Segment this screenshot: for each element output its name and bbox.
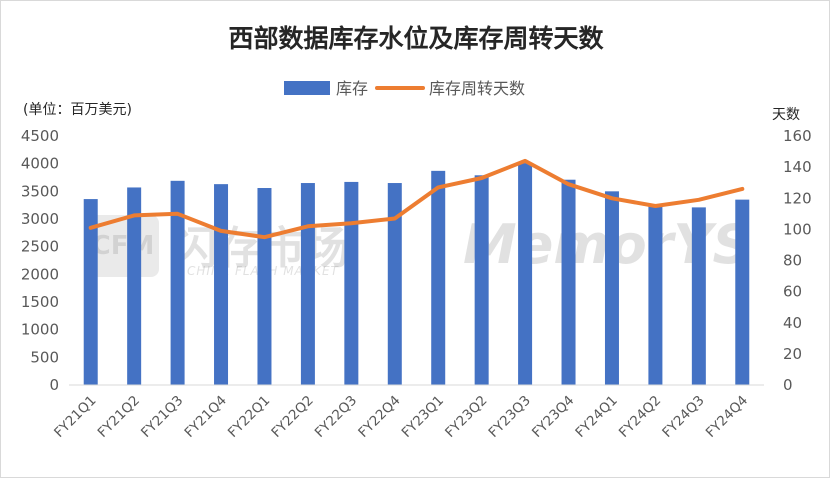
y-right-tick-label: 40 xyxy=(783,314,802,332)
bar xyxy=(214,184,228,385)
x-tick-label: FY21Q1 xyxy=(51,393,99,441)
y-left-tick-label: 4000 xyxy=(21,155,59,173)
bar xyxy=(518,163,532,385)
bar xyxy=(562,180,576,385)
bar xyxy=(257,188,271,385)
right-axis-unit: 天数 xyxy=(772,107,800,123)
x-axis: FY21Q1FY21Q2FY21Q3FY21Q4FY22Q1FY22Q2FY22… xyxy=(51,393,751,441)
x-tick-label: FY22Q4 xyxy=(355,393,403,441)
y-right-tick-label: 60 xyxy=(783,283,802,301)
x-tick-label: FY21Q2 xyxy=(95,393,143,441)
y-left-tick-label: 2000 xyxy=(21,265,59,283)
y-left-tick-label: 3000 xyxy=(21,210,59,228)
y-left-tick-label: 500 xyxy=(30,348,59,366)
x-tick-label: FY23Q1 xyxy=(399,393,447,441)
y-left-tick-label: 0 xyxy=(49,376,59,394)
x-tick-label: FY21Q4 xyxy=(181,393,229,441)
bar xyxy=(475,175,489,385)
y-left-tick-label: 3500 xyxy=(21,182,59,200)
y-right-tick-label: 0 xyxy=(783,376,793,394)
y-right-tick-label: 140 xyxy=(783,158,812,176)
y-left-tick-label: 1500 xyxy=(21,293,59,311)
bar xyxy=(605,191,619,385)
bar xyxy=(692,207,706,385)
bar xyxy=(344,182,358,385)
bar-series xyxy=(84,163,750,385)
x-tick-label: FY22Q2 xyxy=(268,393,316,441)
x-tick-label: FY24Q3 xyxy=(659,393,707,441)
x-tick-label: FY23Q4 xyxy=(529,393,577,441)
x-tick-label: FY24Q2 xyxy=(616,393,664,441)
y-right-tick-label: 160 xyxy=(783,127,812,145)
y-left-axis: 0 500 1000 1500 2000 2500 3000 3500 4000 4500 xyxy=(21,127,59,394)
bar xyxy=(735,200,749,385)
legend-bar-label: 库存 xyxy=(336,79,368,98)
chart-title: 西部数据库存水位及库存周转天数 xyxy=(228,24,604,53)
legend-line-label: 库存周转天数 xyxy=(429,79,525,98)
y-left-tick-label: 2500 xyxy=(21,238,59,256)
x-tick-label: FY24Q4 xyxy=(703,393,751,441)
x-tick-label: FY22Q3 xyxy=(312,393,360,441)
y-right-tick-label: 100 xyxy=(783,220,812,238)
x-tick-label: FY21Q3 xyxy=(138,393,186,441)
bar xyxy=(648,204,662,385)
legend: 库存 库存周转天数 xyxy=(284,79,525,98)
x-tick-label: FY23Q2 xyxy=(442,393,490,441)
watermark-logo-text: CFM xyxy=(92,231,155,261)
x-tick-label: FY23Q3 xyxy=(486,393,534,441)
y-left-tick-label: 1000 xyxy=(21,321,59,339)
x-tick-label: FY22Q1 xyxy=(225,393,273,441)
y-right-tick-label: 20 xyxy=(783,345,802,363)
y-right-tick-label: 120 xyxy=(783,189,812,207)
bar xyxy=(431,171,445,385)
left-axis-unit: (单位：百万美元) xyxy=(23,102,132,118)
bar xyxy=(301,183,315,385)
x-tick-label: FY24Q1 xyxy=(572,393,620,441)
y-left-tick-label: 4500 xyxy=(21,127,59,145)
bar xyxy=(171,181,185,385)
y-right-tick-label: 80 xyxy=(783,252,802,270)
legend-bar-swatch xyxy=(284,81,330,95)
y-right-axis: 0 20 40 60 80 100 120 140 160 xyxy=(783,127,812,394)
